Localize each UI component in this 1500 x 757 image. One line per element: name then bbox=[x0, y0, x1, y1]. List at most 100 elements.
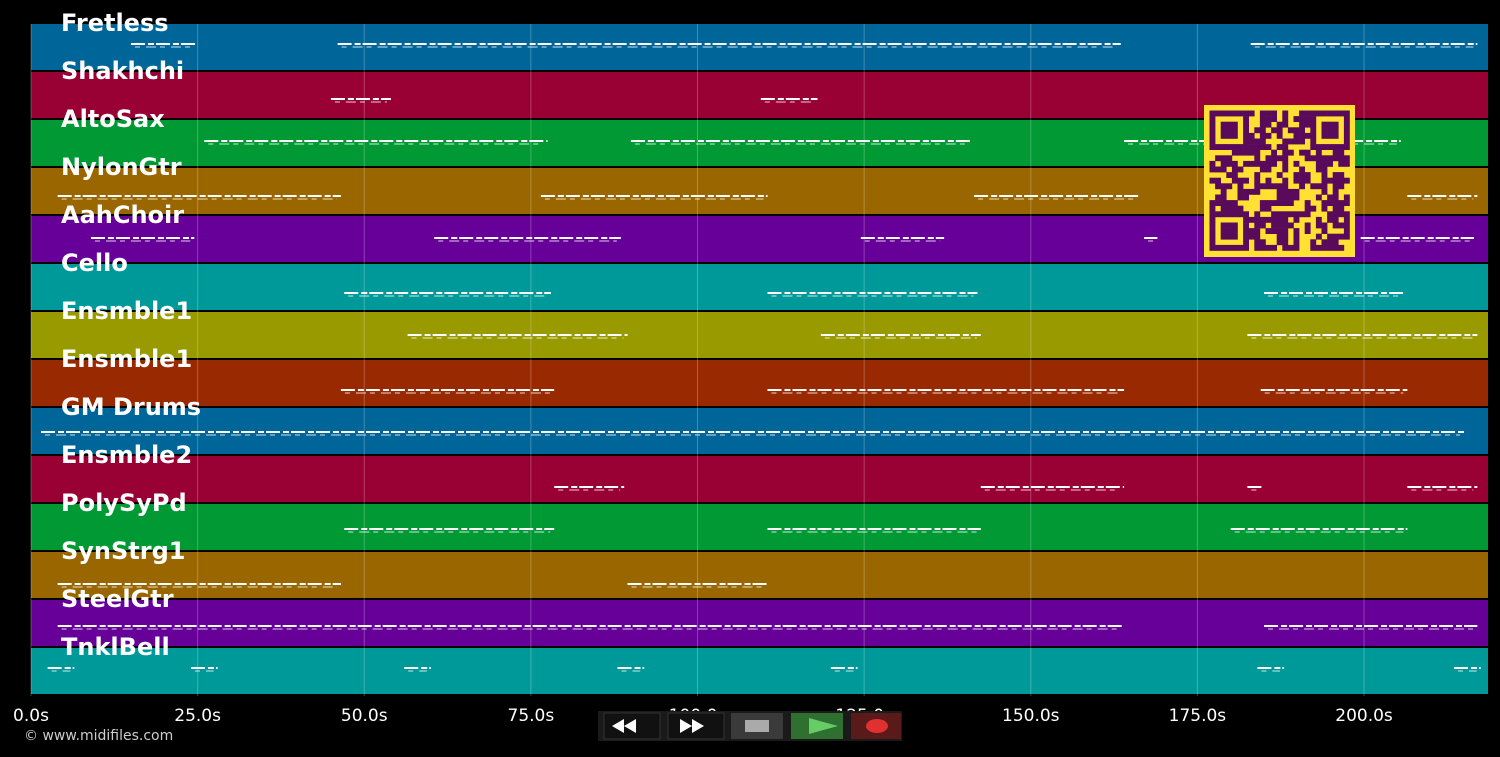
qr-module bbox=[1304, 116, 1311, 122]
qr-module bbox=[1215, 244, 1221, 251]
track-name: GM Drums bbox=[61, 393, 201, 421]
qr-module bbox=[1299, 166, 1305, 173]
qr-module bbox=[1293, 127, 1300, 134]
qr-module bbox=[1265, 160, 1272, 167]
qr-module bbox=[1321, 205, 1328, 212]
qr-module bbox=[1237, 166, 1244, 173]
qr-module bbox=[1282, 239, 1289, 246]
rewind-icon[interactable] bbox=[612, 719, 636, 733]
qr-module bbox=[1287, 127, 1294, 134]
qr-module bbox=[1343, 121, 1350, 128]
qr-module bbox=[1265, 228, 1272, 234]
qr-module bbox=[1304, 228, 1311, 234]
qr-module bbox=[1265, 216, 1272, 223]
stop-button[interactable] bbox=[731, 713, 783, 739]
qr-module bbox=[1321, 222, 1328, 229]
qr-module bbox=[1282, 222, 1289, 229]
track-name: SynStrg1 bbox=[61, 537, 186, 565]
qr-module bbox=[1243, 188, 1249, 195]
qr-module bbox=[1243, 116, 1249, 122]
track-lane bbox=[31, 552, 1488, 598]
qr-module bbox=[1321, 244, 1328, 251]
qr-module bbox=[1243, 244, 1249, 251]
qr-module bbox=[1259, 121, 1266, 128]
qr-module bbox=[1299, 172, 1305, 178]
forward-button[interactable] bbox=[667, 712, 725, 740]
record-button[interactable] bbox=[851, 713, 901, 739]
qr-module bbox=[1209, 160, 1216, 167]
qr-module bbox=[1248, 160, 1255, 167]
qr-module bbox=[1209, 116, 1216, 122]
qr-module bbox=[1209, 121, 1216, 128]
qr-module bbox=[1293, 211, 1300, 218]
qr-module bbox=[1220, 211, 1227, 218]
qr-module bbox=[1248, 233, 1255, 240]
qr-module bbox=[1259, 144, 1266, 150]
qr-module bbox=[1287, 211, 1294, 218]
qr-module bbox=[1304, 155, 1311, 162]
tick-label: 25.0s bbox=[174, 706, 221, 726]
qr-module bbox=[1299, 138, 1305, 145]
qr-module bbox=[1265, 200, 1272, 206]
track-labels: Fretless Shakhchi AltoSax NylonGtr AahChoir C… bbox=[61, 9, 201, 661]
qr-module bbox=[1248, 216, 1255, 223]
qr-module bbox=[1237, 144, 1244, 150]
qr-module bbox=[1259, 110, 1266, 117]
qr-module bbox=[1343, 177, 1350, 184]
record-icon[interactable] bbox=[866, 719, 888, 733]
qr-module bbox=[1226, 228, 1233, 234]
qr-module bbox=[1276, 155, 1283, 162]
play-button[interactable] bbox=[791, 713, 843, 739]
qr-module bbox=[1343, 233, 1350, 240]
qr-module bbox=[1276, 222, 1283, 229]
play-icon[interactable] bbox=[809, 718, 838, 734]
qr-module bbox=[1321, 200, 1328, 206]
track-name: Fretless bbox=[61, 9, 169, 37]
qr-module bbox=[1231, 166, 1238, 173]
forward-icon[interactable] bbox=[680, 719, 704, 733]
qr-module bbox=[1215, 155, 1221, 162]
qr-module bbox=[1315, 110, 1322, 117]
qr-module bbox=[1243, 138, 1249, 145]
qr-module bbox=[1282, 211, 1289, 218]
qr-module bbox=[1282, 144, 1289, 150]
qr-module bbox=[1299, 121, 1305, 128]
qr-module bbox=[1254, 228, 1261, 234]
qr-module bbox=[1276, 211, 1283, 218]
stop-icon[interactable] bbox=[745, 720, 769, 732]
qr-module bbox=[1287, 138, 1294, 145]
qr-module bbox=[1271, 127, 1277, 134]
qr-module bbox=[1321, 160, 1328, 167]
qr-module bbox=[1209, 211, 1216, 218]
qr-module bbox=[1226, 172, 1233, 178]
qr-module bbox=[1231, 200, 1238, 206]
qr-module bbox=[1315, 233, 1322, 240]
qr-module bbox=[1209, 228, 1216, 234]
qr-module bbox=[1220, 188, 1227, 195]
qr-module bbox=[1287, 188, 1294, 195]
qr-module bbox=[1343, 211, 1350, 218]
qr-module bbox=[1287, 200, 1294, 206]
qr-module bbox=[1220, 144, 1227, 150]
qr-module bbox=[1271, 216, 1277, 223]
qr-module bbox=[1254, 216, 1261, 223]
qr-module bbox=[1332, 188, 1339, 195]
qr-module bbox=[1259, 132, 1266, 139]
qr-module bbox=[1282, 166, 1289, 173]
qr-module bbox=[1332, 205, 1339, 212]
qr-module bbox=[1299, 132, 1305, 139]
qr-module bbox=[1327, 127, 1333, 134]
qr-module bbox=[1310, 121, 1317, 128]
qr-module bbox=[1287, 149, 1294, 156]
qr-module bbox=[1276, 200, 1283, 206]
rewind-button[interactable] bbox=[603, 712, 661, 740]
qr-module bbox=[1226, 183, 1233, 190]
qr-module bbox=[1293, 138, 1300, 145]
track-name: AahChoir bbox=[61, 201, 184, 229]
track-name: Ensmble1 bbox=[61, 297, 192, 325]
tick-label: 0.0s bbox=[13, 706, 49, 726]
qr-module bbox=[1220, 183, 1227, 190]
qr-module bbox=[1315, 149, 1322, 156]
qr-module bbox=[1315, 160, 1322, 167]
qr-module bbox=[1304, 211, 1311, 218]
